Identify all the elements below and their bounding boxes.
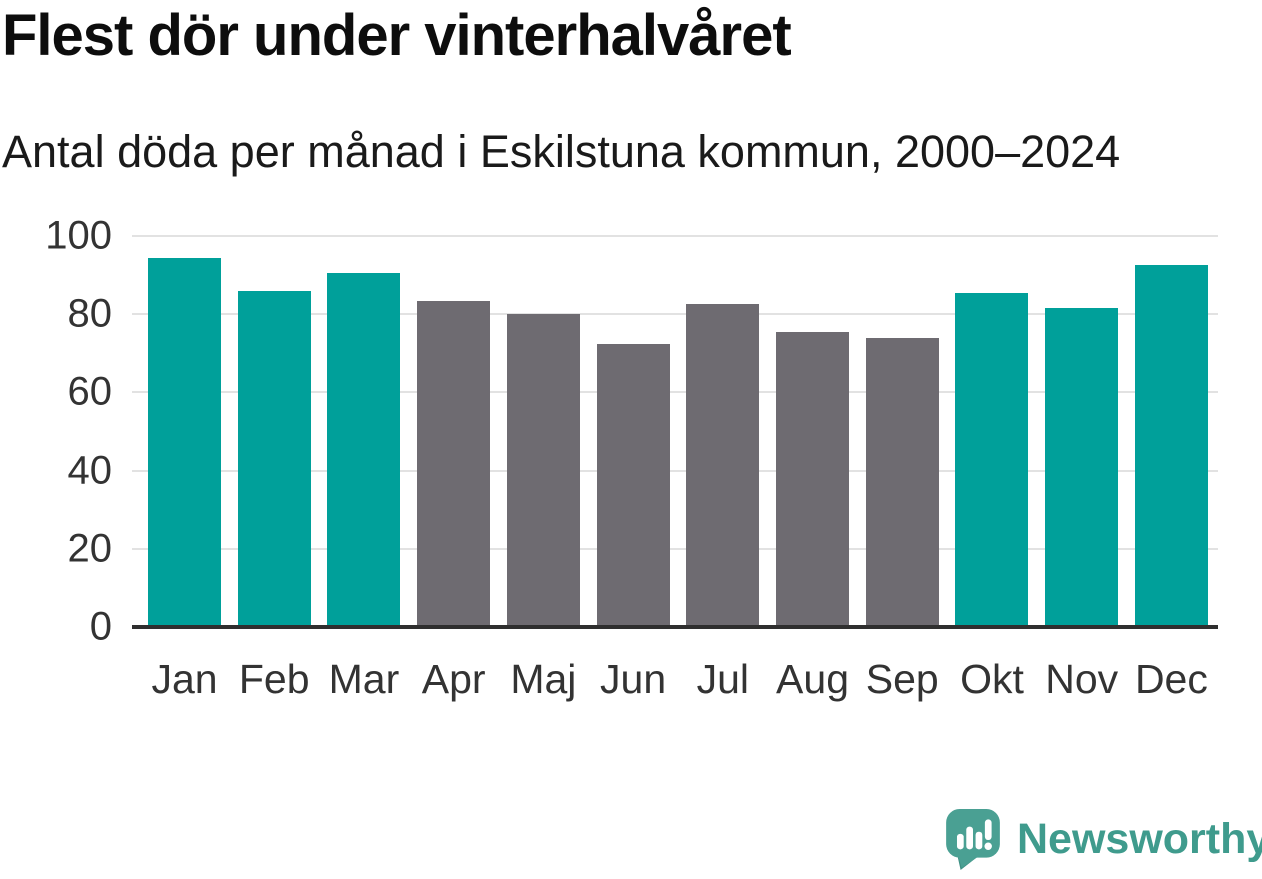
- bar-maj: [506, 314, 580, 627]
- bars-container: [138, 236, 1218, 627]
- plot-area: [132, 235, 1218, 629]
- x-tick-label-dec: Dec: [1134, 656, 1208, 702]
- x-tick-label-jun: Jun: [600, 656, 667, 702]
- x-tick-label-mar: Mar: [328, 656, 400, 702]
- bar-okt: [955, 292, 1029, 627]
- newsworthy-logo-icon: [944, 808, 1002, 870]
- y-tick-label-40: 40: [67, 448, 113, 493]
- x-axis-labels: Jan Feb Mar Apr Maj Jun Jul Aug Sep Okt Nov Dec: [138, 656, 1218, 703]
- bar-dec: [1134, 265, 1208, 627]
- bar-aug: [776, 331, 850, 627]
- bar-feb: [237, 290, 311, 627]
- grid-line-20: [132, 547, 1218, 550]
- grid-line-40: [132, 469, 1218, 472]
- x-tick-label-feb: Feb: [238, 656, 310, 702]
- grid-line-100: [132, 235, 1218, 237]
- bar-jul: [686, 304, 760, 627]
- bar-jan: [148, 257, 221, 627]
- y-tick-label-0: 0: [89, 604, 112, 649]
- grid-line-80: [132, 313, 1218, 316]
- x-tick-label-nov: Nov: [1045, 656, 1119, 702]
- grid-line-60: [132, 391, 1218, 394]
- bar-jun: [596, 343, 670, 627]
- x-tick-label-jan: Jan: [151, 656, 218, 702]
- y-tick-label-60: 60: [67, 369, 113, 414]
- x-tick-label-apr: Apr: [421, 656, 486, 702]
- y-tick-label-80: 80: [67, 291, 113, 336]
- brand-footer: Newsworthy: [944, 808, 1262, 870]
- bar-mar: [327, 273, 401, 627]
- y-axis-labels: 0 20 40 60 80 100: [0, 214, 113, 649]
- bar-sep: [865, 337, 939, 627]
- chart-subtitle: Antal döda per månad i Eskilstuna kommun…: [2, 126, 1121, 177]
- brand-name: Newsworthy: [1017, 814, 1262, 863]
- x-tick-label-okt: Okt: [960, 656, 1024, 702]
- x-tick-label-maj: Maj: [510, 656, 577, 702]
- x-tick-label-jul: Jul: [696, 656, 750, 702]
- chart-title: Flest dör under vinterhalvåret: [2, 3, 792, 68]
- x-tick-label-aug: Aug: [776, 656, 849, 702]
- x-axis-line: [132, 625, 1218, 629]
- bar-nov: [1045, 308, 1119, 627]
- bar-apr: [417, 300, 491, 627]
- y-tick-label-20: 20: [67, 526, 113, 571]
- y-tick-label-100: 100: [45, 213, 112, 258]
- x-tick-label-sep: Sep: [865, 656, 939, 702]
